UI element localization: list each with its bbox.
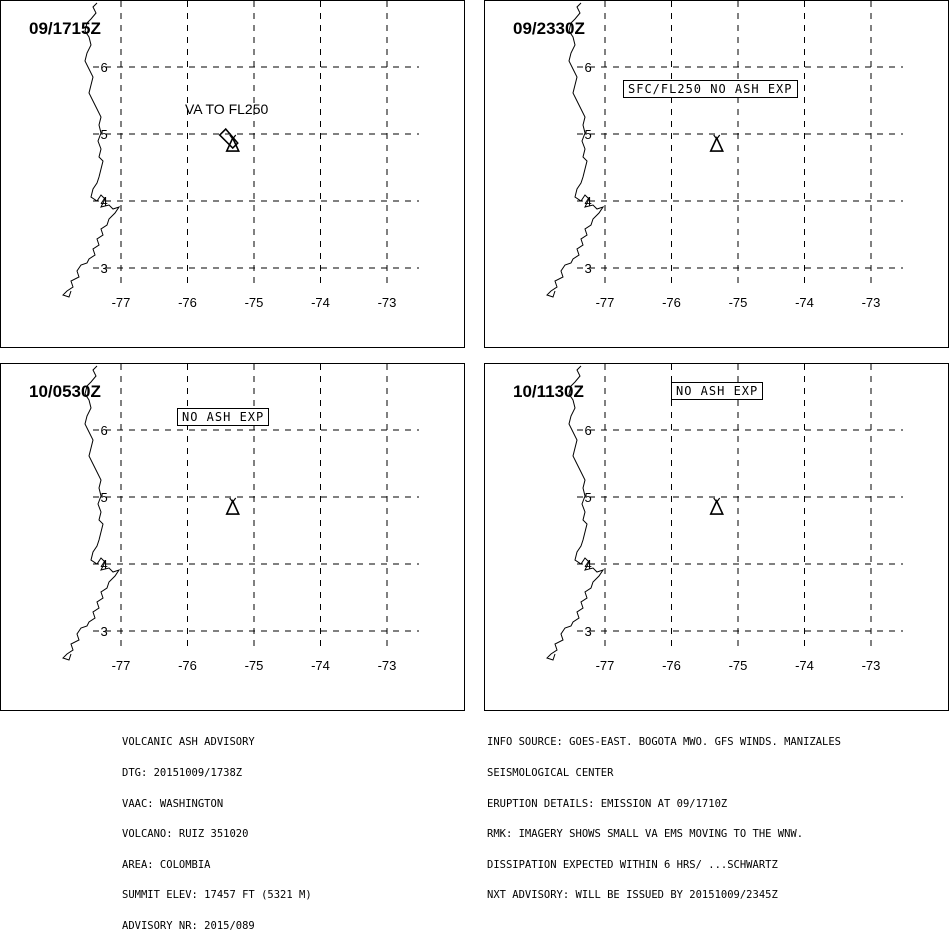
panel-time: 10/0530Z bbox=[29, 382, 101, 401]
panel-time: 09/2330Z bbox=[513, 19, 585, 38]
volcano-icon bbox=[225, 499, 240, 515]
ash-label: VA TO FL250 bbox=[185, 101, 269, 117]
ash-label-box: SFC/FL250 NO ASH EXP bbox=[623, 80, 798, 98]
map-canvas: -77 -76 -75 -74 -73 6 5 4 3 bbox=[546, 1, 903, 310]
lon-tick-label: -76 bbox=[178, 658, 197, 673]
lat-tick-label: 6 bbox=[100, 60, 107, 75]
advisory-line: ERUPTION DETAILS: EMISSION AT 09/1710Z bbox=[487, 797, 728, 810]
lat-tick-label: 6 bbox=[100, 423, 107, 438]
lat-tick-label: 5 bbox=[100, 127, 107, 142]
map-panel-4: -77 -76 -75 -74 -73 6 5 4 3 10/1130Z NO ASH EXP bbox=[484, 363, 949, 711]
map-panel-3: -77 -76 -75 -74 -73 6 5 4 3 10/0530Z NO ASH EXP bbox=[0, 363, 465, 711]
panel-time: 10/1130Z bbox=[513, 382, 584, 401]
coastline bbox=[62, 2, 121, 298]
advisory-line: NXT ADVISORY: WILL BE ISSUED BY 20151009… bbox=[487, 889, 778, 902]
lat-tick-label: 4 bbox=[100, 557, 107, 572]
advisory-line: VOLCANIC ASH ADVISORY bbox=[122, 736, 255, 749]
volcano-icon bbox=[709, 499, 724, 515]
advisory-line: SEISMOLOGICAL CENTER bbox=[487, 767, 614, 780]
lon-tick-label: -77 bbox=[596, 295, 615, 310]
lat-tick-label: 5 bbox=[584, 127, 591, 142]
map-canvas: -77 -76 -75 -74 -73 6 5 4 3 bbox=[62, 364, 419, 673]
advisory-line: ADVISORY NR: 2015/089 bbox=[122, 920, 255, 933]
coastline bbox=[546, 2, 605, 298]
advisory-right: INFO SOURCE: GOES-EAST. BOGOTA MWO. GFS … bbox=[487, 717, 841, 911]
advisory-line: VOLCANO: RUIZ 351020 bbox=[122, 828, 249, 841]
advisory-line: AREA: COLOMBIA bbox=[122, 858, 211, 871]
ash-label-box: NO ASH EXP bbox=[177, 408, 270, 426]
lon-tick-label: -77 bbox=[596, 658, 615, 673]
lat-tick-label: 3 bbox=[100, 261, 107, 276]
lon-tick-label: -76 bbox=[662, 295, 681, 310]
advisory-left: VOLCANIC ASH ADVISORY DTG: 20151009/1738… bbox=[122, 717, 312, 941]
advisory-line: DISSIPATION EXPECTED WITHIN 6 HRS/ ...SC… bbox=[487, 858, 778, 871]
volcano-plume-icon bbox=[713, 497, 721, 504]
lon-tick-label: -73 bbox=[378, 658, 397, 673]
lon-tick-label: -73 bbox=[378, 295, 397, 310]
volcano-plume-icon bbox=[713, 134, 721, 141]
lat-tick-label: 6 bbox=[584, 60, 591, 75]
lon-tick-label: -74 bbox=[795, 658, 814, 673]
lat-tick-label: 4 bbox=[584, 194, 591, 209]
coastline bbox=[546, 365, 605, 661]
lat-tick-label: 5 bbox=[584, 490, 591, 505]
lat-tick-label: 5 bbox=[100, 490, 107, 505]
lon-tick-label: -76 bbox=[662, 658, 681, 673]
lon-tick-label: -75 bbox=[729, 295, 748, 310]
advisory-line: INFO SOURCE: GOES-EAST. BOGOTA MWO. GFS … bbox=[487, 736, 842, 749]
lat-tick-label: 3 bbox=[584, 624, 591, 639]
map-panel-1: -77 -76 -75 -74 -73 6 5 4 3 09/1715Z VA TO FL250 bbox=[0, 0, 465, 348]
advisory-line: DTG: 20151009/1738Z bbox=[122, 767, 243, 780]
lon-tick-label: -75 bbox=[729, 658, 748, 673]
advisory-line: VAAC: WASHINGTON bbox=[122, 797, 224, 810]
volcano-icon bbox=[709, 136, 724, 152]
panel-time: 09/1715Z bbox=[29, 19, 101, 38]
lat-tick-label: 6 bbox=[584, 423, 591, 438]
ash-cloud-polygon bbox=[218, 127, 239, 150]
map-canvas: -77 -76 -75 -74 -73 6 5 4 3 bbox=[62, 1, 419, 310]
lon-tick-label: -77 bbox=[112, 295, 131, 310]
lat-tick-label: 4 bbox=[584, 557, 591, 572]
lon-tick-label: -76 bbox=[178, 295, 197, 310]
lon-tick-label: -74 bbox=[311, 658, 330, 673]
lon-tick-label: -74 bbox=[795, 295, 814, 310]
lat-tick-label: 3 bbox=[100, 624, 107, 639]
lon-tick-label: -75 bbox=[245, 658, 264, 673]
lon-tick-label: -73 bbox=[862, 295, 881, 310]
advisory-line: RMK: IMAGERY SHOWS SMALL VA EMS MOVING T… bbox=[487, 828, 804, 841]
volcano-plume-icon bbox=[229, 497, 237, 504]
lon-tick-label: -77 bbox=[112, 658, 131, 673]
lon-tick-label: -75 bbox=[245, 295, 264, 310]
coastline bbox=[62, 365, 121, 661]
map-panel-2: -77 -76 -75 -74 -73 6 5 4 3 09/2330Z SFC/FL250 N… bbox=[484, 0, 949, 348]
lon-tick-label: -74 bbox=[311, 295, 330, 310]
lat-tick-label: 3 bbox=[584, 261, 591, 276]
advisory-line: SUMMIT ELEV: 17457 FT (5321 M) bbox=[122, 889, 312, 902]
ash-label-box: NO ASH EXP bbox=[671, 382, 764, 400]
lat-tick-label: 4 bbox=[100, 194, 107, 209]
lon-tick-label: -73 bbox=[862, 658, 881, 673]
volcano-plume-icon bbox=[229, 134, 237, 141]
map-canvas: -77 -76 -75 -74 -73 6 5 4 3 bbox=[546, 364, 903, 673]
